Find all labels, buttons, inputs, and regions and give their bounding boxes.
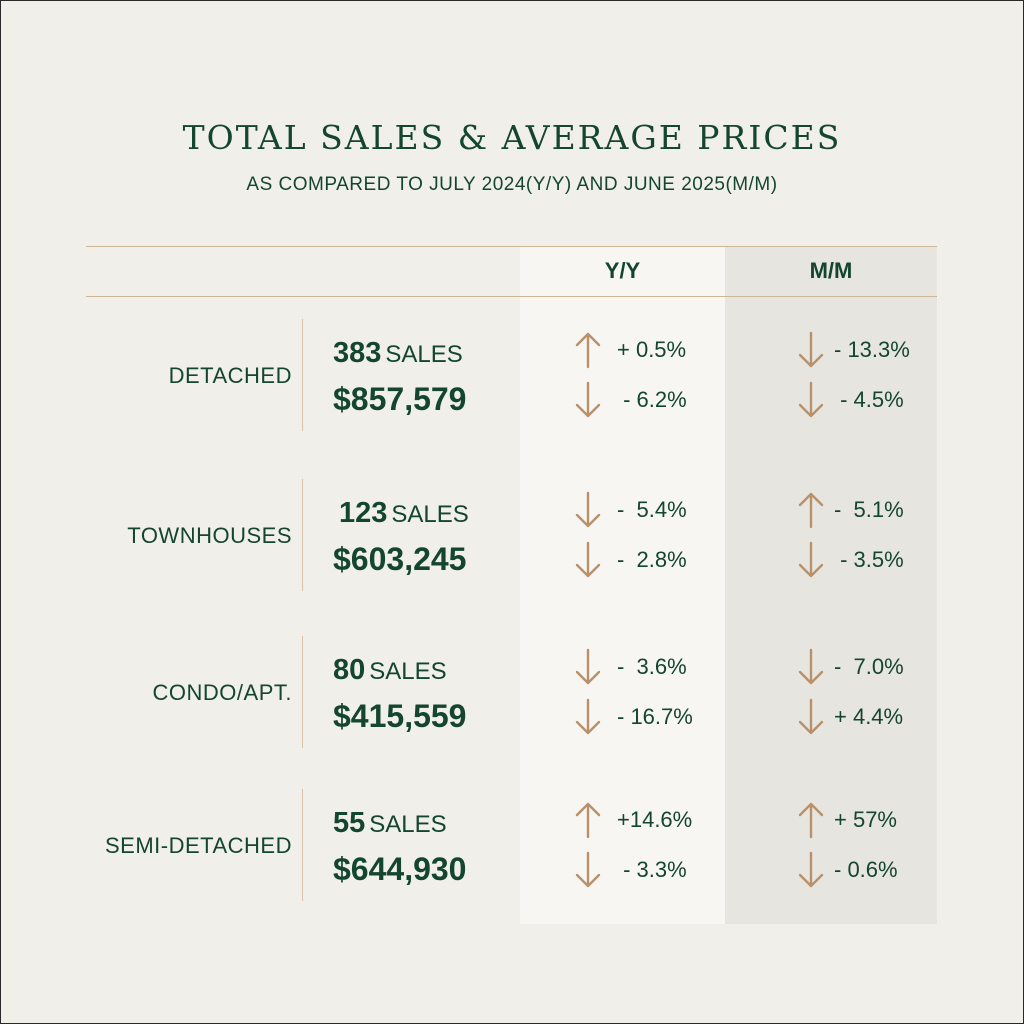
arrow-down-icon bbox=[797, 331, 825, 369]
sales-number: 383 bbox=[333, 337, 382, 369]
page-title: TOTAL SALES & AVERAGE PRICES bbox=[182, 118, 842, 157]
sales-count: 383 SALES bbox=[333, 337, 463, 370]
arrow-down-icon bbox=[797, 541, 825, 579]
row-divider bbox=[302, 479, 303, 591]
arrow-down-icon bbox=[574, 381, 602, 419]
arrow-down-icon bbox=[797, 851, 825, 889]
category-label: DETACHED bbox=[168, 363, 292, 388]
table-row: SEMI-DETACHED 55 SALES $644,930 +14.6% - 3.3… bbox=[0, 789, 1024, 901]
yy-sales-change: + 0.5% bbox=[617, 337, 687, 362]
yy-column-background bbox=[520, 247, 725, 924]
category-label: TOWNHOUSES bbox=[127, 523, 292, 548]
sales-number: 123 bbox=[339, 497, 388, 529]
mm-sales-change: - 5.1% bbox=[834, 497, 904, 522]
table-row: CONDO/APT. 80 SALES $415,559 - 3.6% - 16.7% - … bbox=[0, 636, 1024, 748]
arrow-up-icon bbox=[574, 801, 602, 839]
arrow-down-icon bbox=[574, 698, 602, 736]
yy-price-change: - 2.8% bbox=[617, 547, 687, 572]
category-label: CONDO/APT. bbox=[152, 680, 292, 705]
arrow-down-icon bbox=[574, 851, 602, 889]
average-price: $857,579 bbox=[333, 381, 467, 417]
arrow-up-icon bbox=[797, 801, 825, 839]
yy-price-change: - 16.7% bbox=[617, 704, 693, 729]
column-header-yy: Y/Y bbox=[604, 258, 641, 283]
mm-column-background bbox=[725, 247, 937, 924]
yy-sales-change: - 5.4% bbox=[617, 497, 687, 522]
sales-word: SALES bbox=[385, 341, 463, 368]
table-header-rule bbox=[86, 296, 937, 297]
sales-word: SALES bbox=[369, 811, 447, 838]
arrow-down-icon bbox=[574, 648, 602, 686]
mm-sales-change: + 57% bbox=[834, 807, 897, 832]
arrow-down-icon bbox=[574, 541, 602, 579]
arrow-down-icon bbox=[797, 381, 825, 419]
mm-price-change: - 3.5% bbox=[834, 547, 904, 572]
page-subtitle: AS COMPARED TO JULY 2024(Y/Y) AND JUNE 2… bbox=[246, 174, 778, 195]
table-top-rule bbox=[86, 246, 937, 247]
yy-sales-change: +14.6% bbox=[617, 807, 693, 832]
row-divider bbox=[302, 789, 303, 901]
average-price: $603,245 bbox=[333, 541, 467, 577]
category-label: SEMI-DETACHED bbox=[105, 833, 292, 858]
mm-price-change: - 4.5% bbox=[834, 387, 904, 412]
average-price: $415,559 bbox=[333, 698, 467, 734]
yy-price-change: - 6.2% bbox=[617, 387, 687, 412]
mm-price-change: + 4.4% bbox=[834, 704, 904, 729]
average-price: $644,930 bbox=[333, 851, 467, 887]
arrow-up-icon bbox=[797, 491, 825, 529]
sales-number: 80 bbox=[333, 654, 366, 686]
sales-count: 55 SALES bbox=[333, 807, 447, 840]
arrow-down-icon bbox=[574, 491, 602, 529]
yy-price-change: - 3.3% bbox=[617, 857, 687, 882]
sales-word: SALES bbox=[369, 658, 447, 685]
arrow-down-icon bbox=[797, 698, 825, 736]
table-row: DETACHED 383 SALES $857,579 + 0.5% - 6.2% - 1… bbox=[0, 319, 1024, 431]
arrow-up-icon bbox=[574, 331, 602, 369]
sales-word: SALES bbox=[391, 501, 469, 528]
mm-price-change: - 0.6% bbox=[834, 857, 898, 882]
mm-sales-change: - 13.3% bbox=[834, 337, 910, 362]
column-header-mm: M/M bbox=[809, 258, 853, 283]
row-divider bbox=[302, 636, 303, 748]
sales-count: 123 SALES bbox=[339, 497, 469, 530]
yy-sales-change: - 3.6% bbox=[617, 654, 687, 679]
sales-count: 80 SALES bbox=[333, 654, 447, 687]
table-row: TOWNHOUSES 123 SALES $603,245 - 5.4% - 2.8% - … bbox=[0, 479, 1024, 591]
arrow-down-icon bbox=[797, 648, 825, 686]
sales-number: 55 bbox=[333, 807, 366, 839]
mm-sales-change: - 7.0% bbox=[834, 654, 904, 679]
row-divider bbox=[302, 319, 303, 431]
